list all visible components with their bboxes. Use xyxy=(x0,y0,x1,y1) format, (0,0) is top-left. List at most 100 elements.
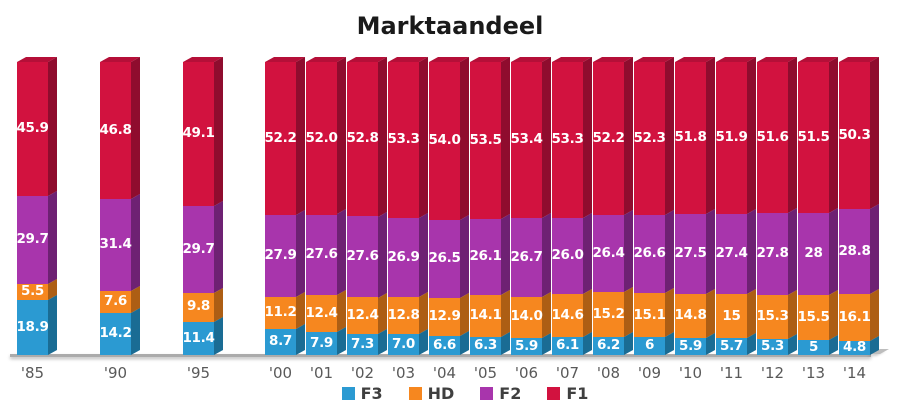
segment-f2: 27.4 xyxy=(715,214,748,295)
value-label-hd: 15.5 xyxy=(797,308,830,325)
bar-side-face xyxy=(706,57,715,355)
segment-f1: 53.5 xyxy=(469,62,502,219)
value-label-f3: 6.2 xyxy=(596,337,620,354)
segment-side-f1 xyxy=(460,57,469,221)
segment-f1: 53.4 xyxy=(510,62,543,219)
x-tick-label-14: '14 xyxy=(842,364,867,382)
bar-front-face: 53.4 26.7 14.0 5.9 xyxy=(510,62,543,355)
segment-side-f2 xyxy=(48,191,57,284)
value-label-f2: 26.0 xyxy=(551,247,584,264)
segment-side-f1 xyxy=(788,57,797,214)
bar-front-face: 52.8 27.6 12.4 7.3 xyxy=(346,61,379,355)
bar-side-face xyxy=(665,57,674,355)
bar-front-face: 49.1 29.7 9.8 11.4 xyxy=(182,62,215,355)
segment-side-f3 xyxy=(501,331,510,355)
segment-side-f2 xyxy=(214,200,223,293)
bar-front-face: 52.0 27.6 12.4 7.9 xyxy=(305,62,338,355)
legend-swatch-f1 xyxy=(547,387,561,400)
segment-f2: 26.5 xyxy=(428,220,461,298)
bar-side-face xyxy=(542,57,551,355)
segment-f2: 26.1 xyxy=(469,218,502,296)
bar-side-face xyxy=(624,57,633,355)
bar-14: 50.3 28.8 16.1 4.8 xyxy=(838,57,880,355)
segment-f2: 26.0 xyxy=(551,218,584,295)
value-label-f3: 8.7 xyxy=(268,333,292,350)
chart-title: Marktaandeel xyxy=(356,12,544,40)
bar-front-face: 51.6 27.8 15.3 5.3 xyxy=(756,62,789,355)
segment-side-hd xyxy=(829,289,838,341)
bar-05: 53.5 26.1 14.1 6.3 xyxy=(469,57,511,355)
segment-side-f1 xyxy=(337,57,346,215)
value-label-f2: 26.6 xyxy=(633,245,666,262)
segment-side-f1 xyxy=(870,57,879,210)
segment-f3: 6.6 xyxy=(429,335,460,355)
segment-side-f2 xyxy=(583,213,592,295)
value-label-hd: 14.1 xyxy=(469,307,502,324)
segment-f2: 26.4 xyxy=(592,214,625,293)
segment-f3: 6.1 xyxy=(552,337,583,355)
bar-side-face xyxy=(501,57,510,355)
segment-side-hd xyxy=(542,291,551,338)
segment-side-f2 xyxy=(337,209,346,296)
legend-swatch-hd xyxy=(408,387,422,400)
bar-side-face xyxy=(788,57,797,355)
segment-f3: 5.7 xyxy=(716,338,747,355)
segment-f1: 51.6 xyxy=(756,62,789,214)
x-tick-label-85: '85 xyxy=(20,364,45,382)
segment-side-f2 xyxy=(624,209,633,293)
value-label-hd: 15 xyxy=(722,307,741,324)
bar-10: 51.8 27.5 14.8 5.9 xyxy=(674,57,716,355)
segment-f1: 51.9 xyxy=(715,62,748,215)
segment-hd: 12.8 xyxy=(387,296,420,335)
segment-hd: 16.1 xyxy=(838,293,871,341)
value-label-f1: 53.5 xyxy=(469,131,502,148)
segment-f2: 29.7 xyxy=(16,196,49,284)
value-label-f3: 5.3 xyxy=(760,338,784,355)
segment-hd: 15.2 xyxy=(592,292,625,337)
segment-side-hd xyxy=(460,292,469,336)
segment-side-f2 xyxy=(460,215,469,298)
segment-f1: 51.5 xyxy=(797,62,830,213)
value-label-f2: 26.9 xyxy=(387,248,420,265)
value-label-f3: 6 xyxy=(644,337,655,354)
value-label-f2: 29.7 xyxy=(182,240,215,257)
value-label-hd: 9.8 xyxy=(186,298,210,315)
value-label-f3: 11.4 xyxy=(182,329,215,346)
segment-f1: 46.8 xyxy=(99,62,132,200)
segment-hd: 14.0 xyxy=(510,296,543,338)
value-label-f1: 51.5 xyxy=(797,128,830,145)
segment-f3: 5.9 xyxy=(511,337,542,355)
segment-side-f2 xyxy=(296,209,305,297)
segment-side-f3 xyxy=(583,332,592,355)
value-label-f3: 5.9 xyxy=(514,337,538,354)
segment-side-f2 xyxy=(747,209,756,295)
bar-front-face: 54.0 26.5 12.9 6.6 xyxy=(428,62,461,355)
value-label-f1: 46.8 xyxy=(99,121,132,138)
segment-f3: 18.9 xyxy=(16,299,49,355)
bar-02: 52.8 27.6 12.4 7.3 xyxy=(346,56,388,355)
x-tick-label-04: '04 xyxy=(432,364,457,382)
segment-hd: 12.9 xyxy=(428,297,461,336)
value-label-hd: 12.8 xyxy=(387,306,420,323)
segment-f1: 54.0 xyxy=(428,62,461,221)
segment-f3: 6.2 xyxy=(593,336,624,355)
segment-f3: 7.3 xyxy=(347,333,378,355)
bar-04: 54.0 26.5 12.9 6.6 xyxy=(428,57,470,355)
segment-f3: 14.2 xyxy=(99,313,132,355)
bar-front-face: 45.9 29.7 5.5 18.9 xyxy=(16,62,49,355)
value-label-f3: 7.3 xyxy=(350,335,374,352)
bar-side-face xyxy=(214,57,223,355)
segment-side-f2 xyxy=(788,208,797,295)
bar-side-face xyxy=(460,57,469,355)
legend: F3 HD F2 F1 xyxy=(0,384,900,403)
segment-f1: 49.1 xyxy=(182,62,215,206)
value-label-f2: 26.1 xyxy=(469,248,502,265)
value-label-hd: 12.9 xyxy=(428,308,461,324)
segment-f1: 45.9 xyxy=(16,62,49,197)
segment-hd: 14.1 xyxy=(469,295,502,337)
segment-side-f3 xyxy=(829,335,838,355)
segment-f3: 5.9 xyxy=(675,337,706,355)
bar-11: 51.9 27.4 15 5.7 xyxy=(715,57,757,355)
value-label-f1: 54.0 xyxy=(428,132,461,149)
